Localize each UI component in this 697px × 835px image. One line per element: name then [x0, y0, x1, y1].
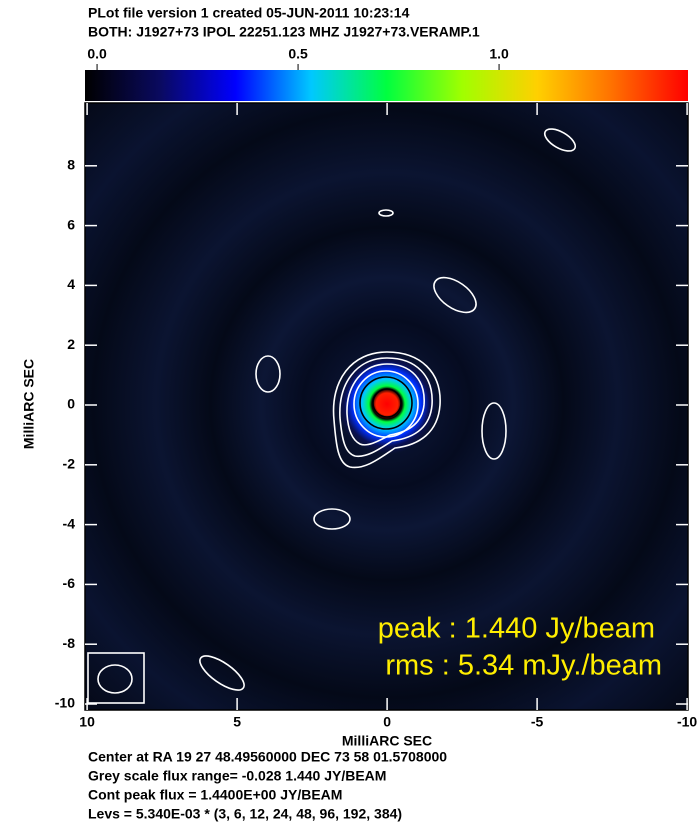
y-tick-label: -10: [55, 695, 75, 711]
colorbar-tick-label: 0.5: [288, 46, 308, 62]
x-tick-label: 5: [233, 714, 241, 730]
chart: PLot file version 1 created 05-JUN-2011 …: [0, 0, 697, 835]
y-tick-label: 2: [67, 336, 75, 352]
page: {"chart_data":{"type":"image", "header":…: [0, 0, 697, 835]
annotation: peak : 1.440 Jy/beam: [378, 613, 655, 645]
footer-line: Grey scale flux range= -0.028 1.440 JY/B…: [88, 768, 386, 784]
annotation: rms : 5.34 mJy./beam: [385, 650, 662, 682]
colorbar: [85, 70, 688, 101]
x-axis-label: MilliARC SEC: [342, 733, 432, 749]
colorbar-tick-label: 0.0: [87, 46, 107, 62]
footer-line: Levs = 5.340E-03 * (3, 6, 12, 24, 48, 96…: [88, 806, 402, 822]
header-line: BOTH: J1927+73 IPOL 22251.123 MHZ J1927+…: [88, 24, 480, 40]
y-axis-label: MilliARC SEC: [21, 359, 37, 449]
footer-line: Cont peak flux = 1.4400E+00 JY/BEAM: [88, 787, 342, 803]
y-tick-label: 6: [67, 216, 75, 232]
footer-line: Center at RA 19 27 48.49560000 DEC 73 58…: [88, 749, 447, 765]
y-tick-label: 8: [67, 156, 75, 172]
header-line: PLot file version 1 created 05-JUN-2011 …: [88, 5, 410, 21]
y-tick-label: 4: [67, 276, 75, 292]
colorbar-tick-label: 1.0: [489, 46, 509, 62]
x-tick-label: 0: [383, 714, 391, 730]
y-tick-label: -2: [63, 456, 76, 472]
x-tick-label: -10: [677, 714, 697, 730]
y-tick-label: -6: [63, 575, 76, 591]
x-tick-label: 10: [79, 714, 95, 730]
x-tick-label: -5: [531, 714, 544, 730]
y-tick-label: 0: [67, 396, 75, 412]
y-tick-label: -4: [63, 515, 76, 531]
y-tick-label: -8: [63, 635, 76, 651]
